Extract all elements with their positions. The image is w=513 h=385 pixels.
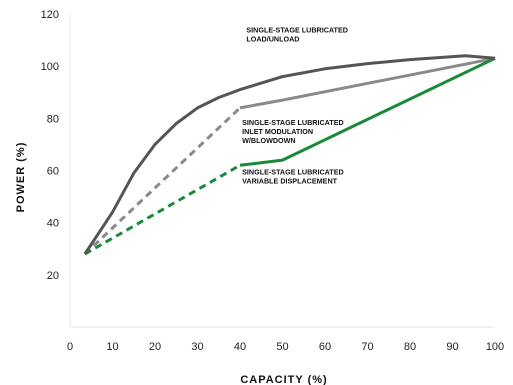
series-annotations: SINGLE-STAGE LUBRICATEDLOAD/UNLOADSINGLE… [242,25,348,185]
plot-frame [69,14,495,328]
x-tick-label: 90 [446,341,458,353]
x-axis-ticks: 0 10 20 30 40 50 60 70 80 90 100 [67,341,504,353]
y-tick-label: 60 [47,166,59,178]
y-axis-title: POWER (%) [15,142,27,213]
annotation-line: W/BLOWDOWN [242,136,296,145]
annotation-line: SINGLE-STAGE LUBRICATED [242,118,344,127]
y-tick-label: 40 [47,218,59,230]
x-tick-label: 0 [67,341,73,353]
series-single-stage-lubricated-inlet-modulation-w-blowdown-solid-line [239,56,496,110]
x-tick-label: 40 [234,341,246,353]
x-tick-label: 30 [191,341,203,353]
x-axis-title: CAPACITY (%) [240,374,327,385]
series-lines [83,54,496,256]
x-tick-label: 100 [486,341,504,353]
annotation-line: SINGLE-STAGE LUBRICATED [242,167,344,176]
x-tick-label: 70 [361,341,373,353]
annotation-line: VARIABLE DISPLACEMENT [242,176,338,185]
x-tick-label: 50 [276,341,288,353]
x-tick-label: 60 [319,341,331,353]
annotation-line: LOAD/UNLOAD [246,34,299,43]
y-tick-label: 80 [47,113,59,125]
y-tick-label: 100 [41,61,59,73]
series-single-stage-lubricated-variable-displacement-solid-line [239,56,496,167]
series-single-stage-lubricated-inlet-modulation-w-blowdown-dashed-line [83,106,242,256]
series-single-stage-lubricated-load-unload-solid-line [83,54,496,255]
x-tick-label: 20 [149,341,161,353]
y-tick-label: 120 [41,9,59,21]
annotation-line: SINGLE-STAGE LUBRICATED [246,25,348,34]
x-tick-label: 10 [106,341,118,353]
x-tick-label: 80 [404,341,416,353]
y-axis-ticks: 20 40 60 80 100 120 [41,9,59,282]
series-single-stage-lubricated-variable-displacement-dashed-line [84,163,241,256]
annotation-line: INLET MODULATION [242,127,313,136]
y-tick-label: 20 [47,270,59,282]
